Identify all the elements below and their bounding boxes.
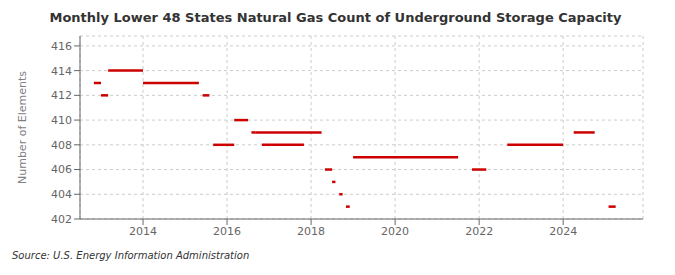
- svg-text:404: 404: [51, 188, 72, 201]
- svg-text:402: 402: [51, 213, 72, 226]
- svg-text:410: 410: [51, 114, 72, 127]
- svg-text:416: 416: [51, 40, 72, 53]
- svg-text:412: 412: [51, 89, 72, 102]
- svg-text:2016: 2016: [213, 225, 241, 238]
- svg-text:2024: 2024: [549, 225, 577, 238]
- svg-text:2018: 2018: [297, 225, 325, 238]
- svg-text:408: 408: [51, 139, 72, 152]
- html-text:Source: U.S. Energy Informatio: Source: U.S. Energy Information Administ…: [12, 250, 250, 261]
- svg-text:2020: 2020: [381, 225, 409, 238]
- svg-text:Number of Elements: Number of Elements: [16, 71, 29, 184]
- svg-text:2014: 2014: [129, 225, 157, 238]
- svg-text:2022: 2022: [465, 225, 493, 238]
- html-text:Monthly Lower 48 States Natura: Monthly Lower 48 States Natural Gas Coun…: [49, 10, 622, 25]
- svg-text:414: 414: [51, 65, 72, 78]
- svg-text:406: 406: [51, 163, 72, 176]
